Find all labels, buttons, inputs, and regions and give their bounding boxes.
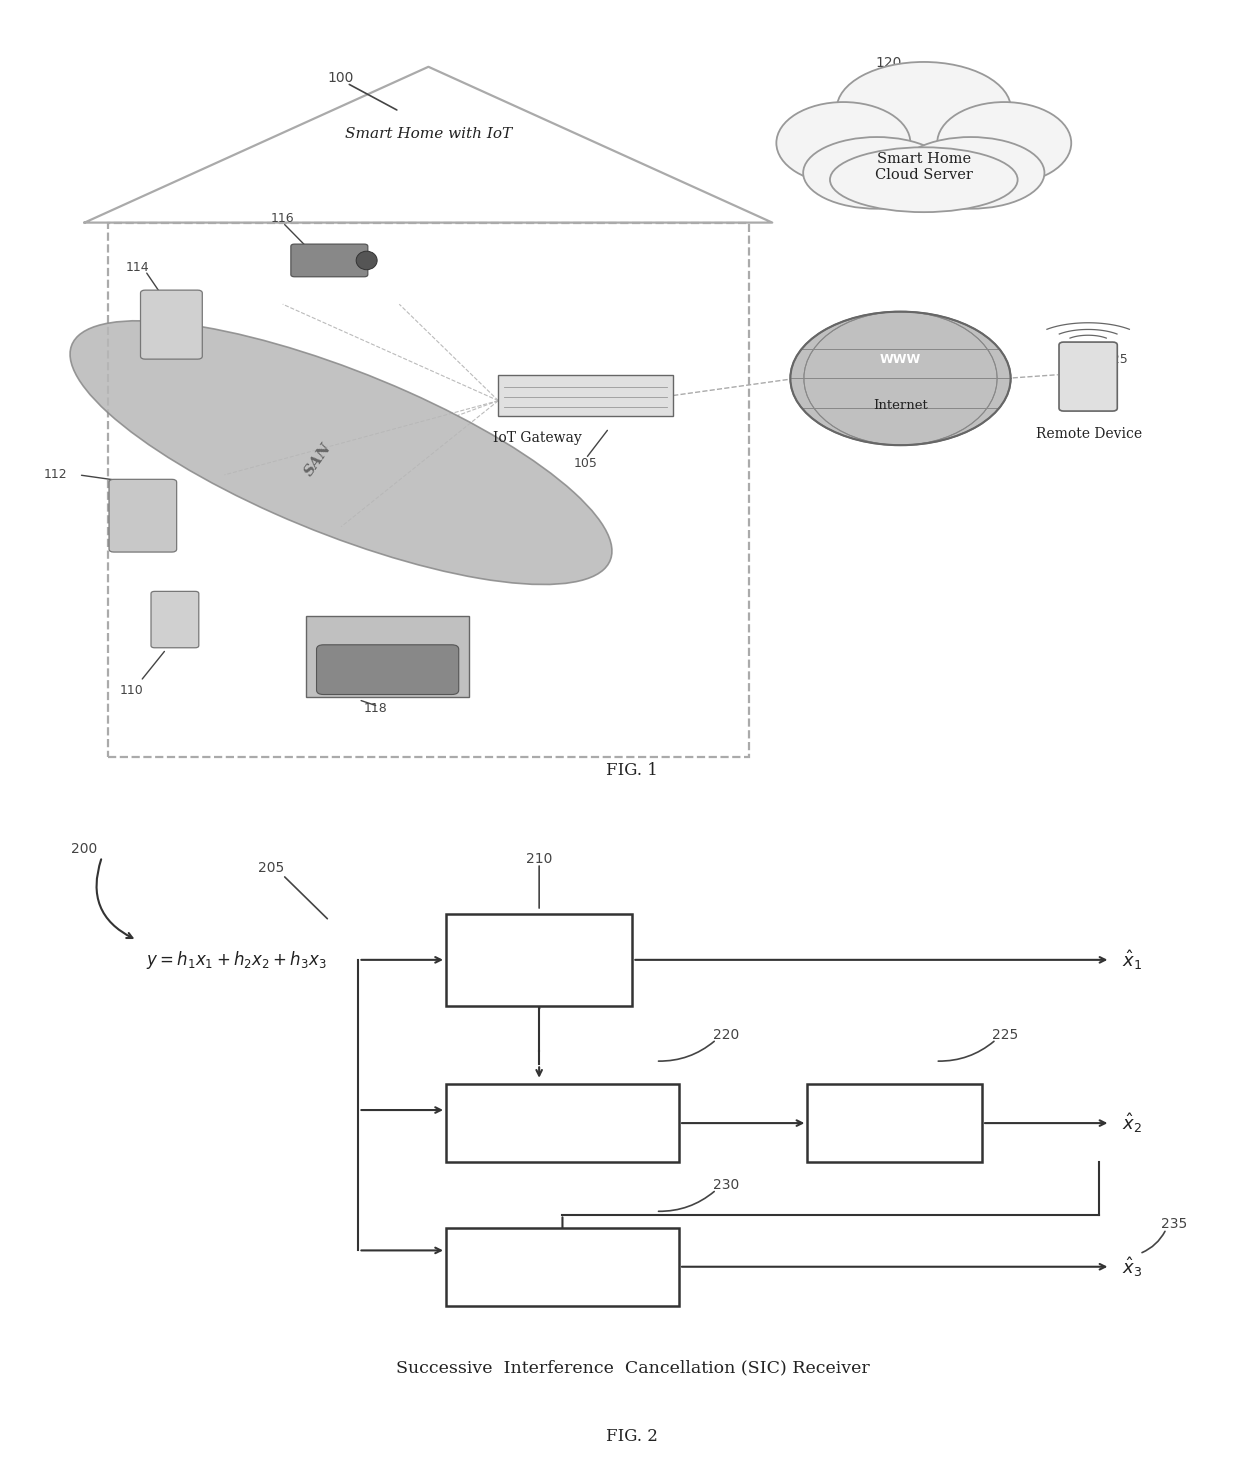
Text: Smart Home
Cloud Server: Smart Home Cloud Server [875, 151, 972, 183]
FancyBboxPatch shape [446, 1227, 680, 1306]
Text: Smart Home with IoT: Smart Home with IoT [345, 126, 512, 141]
FancyBboxPatch shape [446, 914, 632, 1006]
Ellipse shape [837, 62, 1011, 156]
Text: 105: 105 [574, 457, 598, 470]
Text: $y = h_1x_1+h_2x_2+h_3x_3$: $y = h_1x_1+h_2x_2+h_3x_3$ [146, 948, 326, 971]
Text: Remote Device: Remote Device [1037, 427, 1142, 441]
Ellipse shape [937, 102, 1071, 184]
FancyBboxPatch shape [306, 616, 469, 697]
Text: IoT Gateway: IoT Gateway [492, 430, 582, 445]
Text: WWW: WWW [880, 353, 921, 367]
Text: $\hat{x}_3$: $\hat{x}_3$ [1122, 1255, 1142, 1279]
Text: FIG. 2: FIG. 2 [606, 1428, 658, 1445]
Ellipse shape [69, 321, 613, 585]
Text: 230: 230 [713, 1178, 739, 1192]
Text: 118: 118 [365, 702, 388, 715]
FancyBboxPatch shape [140, 291, 202, 359]
FancyBboxPatch shape [109, 479, 176, 552]
FancyBboxPatch shape [498, 374, 673, 416]
Ellipse shape [830, 147, 1018, 212]
Text: 200: 200 [72, 841, 98, 856]
Text: 100: 100 [327, 71, 355, 85]
Text: 116: 116 [270, 212, 295, 226]
Text: 225: 225 [992, 1028, 1018, 1042]
Text: 112: 112 [43, 469, 67, 481]
Text: $\hat{x}_2$: $\hat{x}_2$ [1122, 1112, 1142, 1135]
Text: 120: 120 [875, 56, 901, 70]
Ellipse shape [804, 137, 951, 209]
Text: 210: 210 [526, 852, 552, 865]
Text: 110: 110 [119, 684, 143, 696]
Text: 205: 205 [258, 861, 284, 876]
Text: 220: 220 [713, 1028, 739, 1042]
FancyBboxPatch shape [807, 1083, 982, 1162]
FancyBboxPatch shape [1059, 343, 1117, 411]
Text: $x_1$: $x_1$ [531, 966, 548, 982]
Ellipse shape [776, 102, 910, 184]
Ellipse shape [897, 137, 1044, 209]
Text: 125: 125 [1105, 353, 1128, 367]
Text: SAN: SAN [301, 441, 334, 479]
Text: $y - \hat{x}_2h_2$: $y - \hat{x}_2h_2$ [532, 1255, 594, 1278]
Text: $y - \hat{x}_1h_1$: $y - \hat{x}_1h_1$ [532, 1112, 594, 1134]
Text: Internet: Internet [873, 399, 928, 413]
Text: Detect: Detect [869, 1103, 920, 1117]
Text: 235: 235 [1162, 1217, 1188, 1232]
Bar [108, 223, 749, 757]
Ellipse shape [356, 251, 377, 270]
Text: $\hat{x}_1$: $\hat{x}_1$ [1122, 948, 1142, 972]
FancyBboxPatch shape [151, 591, 198, 647]
FancyBboxPatch shape [446, 1083, 680, 1162]
Text: FIG. 1: FIG. 1 [606, 763, 658, 779]
Text: Detect: Detect [513, 938, 564, 953]
Text: Successive  Interference  Cancellation (SIC) Receiver: Successive Interference Cancellation (SI… [396, 1359, 869, 1377]
Ellipse shape [790, 312, 1011, 445]
FancyBboxPatch shape [316, 644, 459, 695]
Text: $x_2$: $x_2$ [887, 1128, 903, 1144]
FancyBboxPatch shape [291, 243, 368, 276]
Text: 114: 114 [125, 261, 149, 273]
